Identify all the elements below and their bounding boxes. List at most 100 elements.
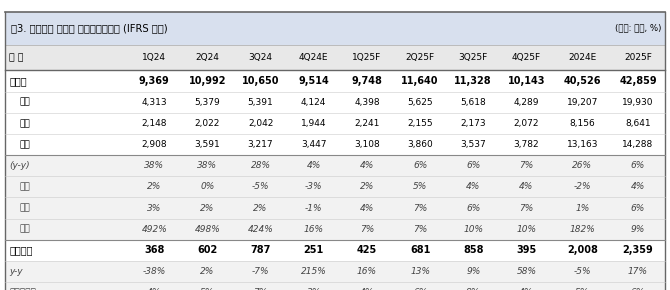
- Text: 10,143: 10,143: [508, 76, 545, 86]
- Text: 9%: 9%: [631, 225, 645, 234]
- Text: 2,042: 2,042: [248, 119, 273, 128]
- Text: 2,022: 2,022: [195, 119, 220, 128]
- Text: 424%: 424%: [248, 225, 273, 234]
- Text: 4Q25F: 4Q25F: [512, 53, 541, 62]
- Text: 6%: 6%: [413, 161, 427, 170]
- Text: 6%: 6%: [631, 204, 645, 213]
- Text: 42,859: 42,859: [619, 76, 657, 86]
- Text: 19,207: 19,207: [567, 98, 598, 107]
- Text: (y-y): (y-y): [9, 161, 30, 170]
- Text: 3,537: 3,537: [460, 140, 486, 149]
- Text: 3,217: 3,217: [248, 140, 273, 149]
- Text: 4%: 4%: [360, 288, 374, 290]
- Text: -1%: -1%: [305, 204, 322, 213]
- Bar: [5, 155, 665, 176]
- Text: 858: 858: [463, 245, 484, 255]
- Text: 4,289: 4,289: [514, 98, 539, 107]
- Text: 10%: 10%: [517, 225, 537, 234]
- Text: 2,908: 2,908: [141, 140, 167, 149]
- Text: 기타: 기타: [19, 140, 30, 149]
- Text: 2,173: 2,173: [460, 119, 486, 128]
- Text: 13,163: 13,163: [566, 140, 598, 149]
- Text: 251: 251: [304, 245, 324, 255]
- Text: 8%: 8%: [466, 288, 480, 290]
- Text: 3%: 3%: [307, 288, 321, 290]
- Text: 26%: 26%: [572, 161, 592, 170]
- Text: 2%: 2%: [200, 204, 214, 213]
- Text: 9,748: 9,748: [352, 76, 383, 86]
- Text: 4%: 4%: [360, 204, 374, 213]
- Text: 3Q25F: 3Q25F: [458, 53, 488, 62]
- Text: 2Q24: 2Q24: [196, 53, 219, 62]
- Text: 4,124: 4,124: [301, 98, 326, 107]
- Text: 681: 681: [410, 245, 430, 255]
- Text: -3%: -3%: [305, 182, 322, 191]
- Text: 4%: 4%: [519, 182, 533, 191]
- Text: 1Q24: 1Q24: [142, 53, 166, 62]
- Text: 40,526: 40,526: [563, 76, 601, 86]
- Text: 3,447: 3,447: [301, 140, 326, 149]
- Text: 4%: 4%: [307, 161, 321, 170]
- Text: 8,641: 8,641: [625, 119, 651, 128]
- Text: 395: 395: [517, 245, 537, 255]
- Text: 4%: 4%: [631, 182, 645, 191]
- Bar: [5, 45, 665, 70]
- Text: 2,072: 2,072: [514, 119, 539, 128]
- Text: 9%: 9%: [466, 267, 480, 276]
- Text: 9,514: 9,514: [298, 76, 329, 86]
- Text: 2,359: 2,359: [622, 245, 653, 255]
- Text: 구 분: 구 분: [9, 53, 24, 62]
- Text: 매출액: 매출액: [9, 76, 27, 86]
- Bar: [5, 240, 665, 261]
- Text: 2%: 2%: [200, 267, 214, 276]
- Text: 7%: 7%: [413, 204, 427, 213]
- Bar: [5, 134, 665, 155]
- Text: 영업이익률: 영업이익률: [9, 288, 36, 290]
- Text: 2,008: 2,008: [567, 245, 598, 255]
- Text: 3,860: 3,860: [407, 140, 433, 149]
- Text: 3%: 3%: [147, 204, 161, 213]
- Text: 기타: 기타: [19, 225, 30, 234]
- Text: 17%: 17%: [628, 267, 648, 276]
- Text: 7%: 7%: [519, 204, 533, 213]
- Text: 1%: 1%: [575, 204, 590, 213]
- Text: 3,591: 3,591: [194, 140, 220, 149]
- Text: 0%: 0%: [200, 182, 214, 191]
- Text: 498%: 498%: [194, 225, 220, 234]
- Text: 3Q24: 3Q24: [249, 53, 273, 62]
- Text: 음료: 음료: [19, 182, 30, 191]
- Text: 6%: 6%: [466, 204, 480, 213]
- Text: 2,241: 2,241: [354, 119, 380, 128]
- Text: 주류: 주류: [19, 204, 30, 213]
- Text: 425: 425: [357, 245, 377, 255]
- Text: -38%: -38%: [143, 267, 166, 276]
- Text: 2024E: 2024E: [568, 53, 596, 62]
- Text: 2Q25F: 2Q25F: [405, 53, 435, 62]
- Text: 4,398: 4,398: [354, 98, 380, 107]
- Text: 4%: 4%: [466, 182, 480, 191]
- Bar: [5, 219, 665, 240]
- Text: 215%: 215%: [301, 267, 326, 276]
- Text: 4%: 4%: [360, 161, 374, 170]
- Text: 영업이익: 영업이익: [9, 245, 33, 255]
- Bar: [5, 92, 665, 113]
- Text: 2%: 2%: [147, 182, 161, 191]
- Text: -2%: -2%: [574, 182, 591, 191]
- Text: 2025F: 2025F: [624, 53, 652, 62]
- Text: 16%: 16%: [357, 267, 377, 276]
- Text: 2,148: 2,148: [141, 119, 167, 128]
- Text: -5%: -5%: [574, 267, 591, 276]
- Text: 6%: 6%: [413, 288, 427, 290]
- Text: 10,992: 10,992: [189, 76, 226, 86]
- Text: 492%: 492%: [141, 225, 167, 234]
- Text: 4%: 4%: [147, 288, 161, 290]
- Text: 38%: 38%: [198, 161, 217, 170]
- Text: 58%: 58%: [517, 267, 537, 276]
- Text: 2%: 2%: [253, 204, 268, 213]
- Bar: [5, 282, 665, 290]
- Text: 6%: 6%: [466, 161, 480, 170]
- Text: 787: 787: [251, 245, 271, 255]
- Text: 10%: 10%: [463, 225, 483, 234]
- Text: 602: 602: [197, 245, 218, 255]
- Text: 5,625: 5,625: [407, 98, 433, 107]
